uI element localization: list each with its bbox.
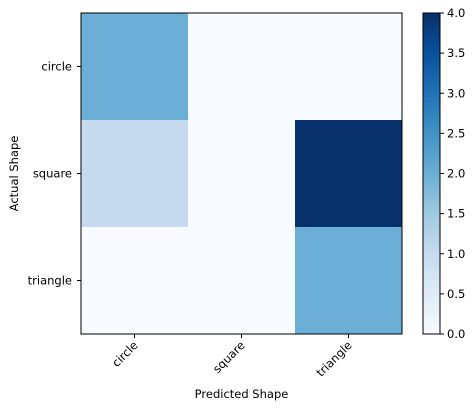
heatmap-cell [81, 120, 189, 228]
y-axis-title: Actual Shape [7, 136, 21, 212]
heatmap-cell [81, 13, 189, 121]
colorbar-ticks: 0.0 0.5 1.0 1.5 2.0 2.5 3.0 3.5 4.0 [440, 6, 465, 341]
colorbar-tick-label: 1.0 [447, 247, 465, 261]
y-axis-ticks: circle square triangle [28, 60, 81, 288]
colorbar-tick-label: 1.5 [447, 207, 465, 221]
x-axis-ticks: circle square triangle [109, 334, 355, 379]
heatmap-cell [188, 120, 296, 228]
x-tick-label: square [210, 338, 248, 376]
colorbar-tick-label: 3.0 [447, 86, 465, 100]
x-tick-label: circle [109, 338, 141, 370]
heatmap-cell [295, 120, 403, 228]
colorbar-tick-label: 0.0 [447, 327, 465, 341]
heatmap-cell [295, 13, 403, 121]
y-tick-label: triangle [28, 274, 72, 288]
y-tick-label: circle [41, 60, 72, 74]
heatmap-cell [295, 227, 403, 335]
heatmap-cell [188, 13, 296, 121]
y-tick-label: square [33, 167, 72, 181]
colorbar-tick-label: 4.0 [447, 6, 465, 20]
x-tick-label: triangle [313, 338, 354, 379]
colorbar-tick-label: 0.5 [447, 287, 465, 301]
heatmap-cell [188, 227, 296, 335]
colorbar-tick-label: 3.5 [447, 46, 465, 60]
x-axis-title: Predicted Shape [195, 387, 289, 401]
colorbar [422, 12, 441, 335]
colorbar-tick-label: 2.0 [447, 167, 465, 181]
heatmap-cells [81, 13, 403, 335]
heatmap-cell [81, 227, 189, 335]
colorbar-tick-label: 2.5 [447, 126, 465, 140]
